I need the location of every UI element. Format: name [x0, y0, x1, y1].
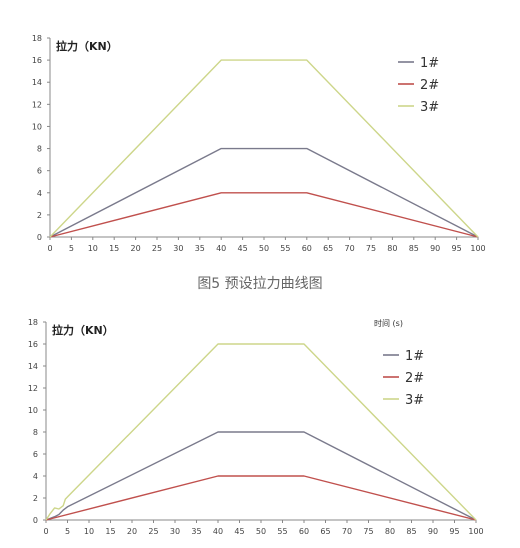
x-tick-label: 5 — [69, 244, 74, 253]
y-tick-label: 0 — [33, 516, 38, 525]
legend-label: 3# — [405, 393, 424, 408]
y-axis-label: 拉力（KN） — [56, 39, 118, 53]
x-tick-label: 95 — [452, 244, 462, 253]
x-tick-label: 85 — [406, 527, 416, 536]
x-tick-label: 70 — [345, 244, 355, 253]
x-axis-label: 时间 (s) — [374, 318, 403, 328]
x-tick-label: 90 — [428, 527, 438, 536]
x-tick-label: 80 — [387, 244, 397, 253]
y-tick-label: 8 — [37, 145, 42, 154]
y-tick-label: 4 — [37, 189, 42, 198]
y-tick-label: 12 — [32, 100, 42, 109]
y-tick-label: 16 — [32, 56, 42, 65]
x-tick-label: 45 — [234, 527, 244, 536]
y-tick-label: 18 — [28, 318, 38, 327]
x-tick-label: 60 — [299, 527, 309, 536]
figure-caption: 图5 预设拉力曲线图 — [197, 276, 322, 292]
x-tick-label: 20 — [131, 244, 141, 253]
x-tick-label: 50 — [259, 244, 269, 253]
x-tick-label: 10 — [88, 244, 98, 253]
x-tick-label: 35 — [195, 244, 205, 253]
x-tick-label: 100 — [468, 527, 483, 536]
y-tick-label: 10 — [28, 406, 38, 415]
x-tick-label: 10 — [84, 527, 94, 536]
y-tick-label: 18 — [32, 34, 42, 43]
x-tick-label: 50 — [256, 527, 266, 536]
x-tick-label: 25 — [148, 527, 158, 536]
x-tick-label: 65 — [320, 527, 330, 536]
y-tick-label: 2 — [33, 494, 38, 503]
x-tick-label: 0 — [43, 527, 48, 536]
x-tick-label: 30 — [173, 244, 183, 253]
x-tick-label: 80 — [385, 527, 395, 536]
legend-label: 3# — [420, 100, 439, 115]
x-tick-label: 85 — [409, 244, 419, 253]
legend-label: 2# — [420, 78, 439, 93]
y-tick-label: 14 — [32, 78, 42, 87]
x-tick-label: 45 — [238, 244, 248, 253]
y-tick-label: 2 — [37, 211, 42, 220]
series-line-1 — [45, 431, 477, 521]
x-tick-label: 25 — [152, 244, 162, 253]
legend-label: 1# — [405, 349, 424, 364]
y-tick-label: 6 — [37, 167, 42, 176]
series-line-1 — [49, 147, 479, 238]
y-tick-label: 8 — [33, 428, 38, 437]
x-tick-label: 55 — [280, 244, 290, 253]
series-line-2 — [49, 192, 479, 238]
x-tick-label: 60 — [302, 244, 312, 253]
series-line-3 — [45, 343, 477, 521]
x-tick-label: 15 — [105, 527, 115, 536]
legend-label: 1# — [420, 56, 439, 71]
x-tick-label: 90 — [430, 244, 440, 253]
y-tick-label: 6 — [33, 450, 38, 459]
x-tick-label: 35 — [191, 527, 201, 536]
y-tick-label: 16 — [28, 340, 38, 349]
y-tick-label: 14 — [28, 362, 38, 371]
x-tick-label: 65 — [323, 244, 333, 253]
y-tick-label: 4 — [33, 472, 38, 481]
x-tick-label: 70 — [342, 527, 352, 536]
x-tick-label: 75 — [366, 244, 376, 253]
x-tick-label: 5 — [65, 527, 70, 536]
chart-top: 0 2 4 6 8 10 12 14 16 18 0 5 10 15 20 25 30 35 40 45 50 55 60 6… — [32, 34, 486, 253]
series-line-3 — [49, 59, 479, 238]
legend-label: 2# — [405, 371, 424, 386]
x-tick-label: 40 — [216, 244, 226, 253]
x-tick-label: 30 — [170, 527, 180, 536]
x-tick-label: 40 — [213, 527, 223, 536]
x-tick-label: 20 — [127, 527, 137, 536]
x-tick-label: 75 — [363, 527, 373, 536]
y-axis-label: 拉力（KN） — [52, 323, 114, 337]
chart-bottom: 0 2 4 6 8 10 12 14 16 18 0 5 10 15 20 25 30 35 40 45 50 55 60 6… — [28, 318, 484, 536]
y-tick-label: 10 — [32, 122, 42, 131]
x-tick-label: 100 — [470, 244, 485, 253]
x-tick-label: 95 — [449, 527, 459, 536]
y-tick-label: 0 — [37, 233, 42, 242]
x-tick-label: 15 — [109, 244, 119, 253]
x-tick-label: 55 — [277, 527, 287, 536]
series-line-2 — [45, 475, 477, 521]
y-tick-label: 12 — [28, 384, 38, 393]
x-tick-label: 0 — [47, 244, 52, 253]
